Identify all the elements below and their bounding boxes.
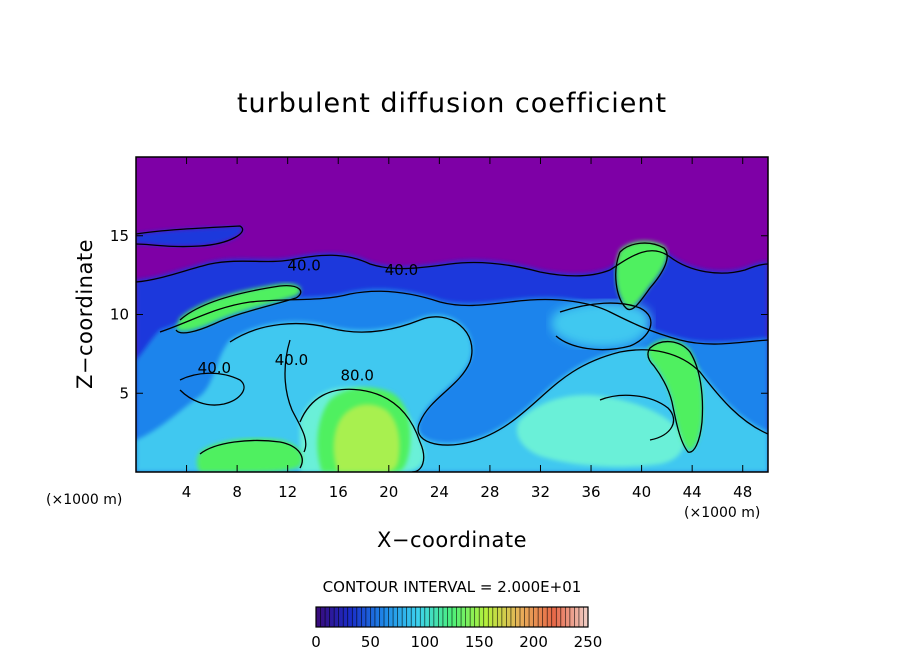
contour-label: 40.0 [385,261,418,279]
x-tick-label: 4 [182,483,192,501]
field-level-3b [551,301,651,348]
contour-line [199,439,303,469]
x-tick-label: 8 [232,483,242,501]
contour-line [647,341,704,453]
x-tick-label: 44 [683,483,702,501]
colorbar: 0 50 100 150 200 250 [311,606,603,651]
contour-label: 80.0 [340,367,373,385]
field-level-5d [615,241,668,308]
contour-line [299,388,425,472]
contour-line [599,394,675,441]
colorbar-tick-label: 150 [465,633,494,651]
contour-line [159,290,768,345]
y-tick-label: 5 [119,384,129,402]
x-axis-label: X−coordinate [377,528,527,552]
y-tick-label: 10 [110,306,129,324]
contour-label: 40.0 [198,359,231,377]
contour-interval: CONTOUR INTERVAL = 2.000E+01 [323,578,582,596]
x-unit-right: (×1000 m) [684,505,760,521]
contour-label: 40.0 [275,351,308,369]
contour-lines [136,225,768,472]
y-axis-label: Z−coordinate [73,239,97,389]
contour-line [179,372,245,406]
plot-area: 80.0 40.0 40.0 40.0 40.0 [136,157,768,472]
x-tick-label: 12 [278,483,297,501]
x-tick-label: 24 [430,483,449,501]
x-tick-label: 32 [531,483,550,501]
x-tick-label: 20 [379,483,398,501]
chart-title: turbulent diffusion coefficient [237,88,667,119]
colorbar-tick-label: 100 [410,633,439,651]
colorbar-tick-label: 250 [574,633,603,651]
x-tick-label: 36 [581,483,600,501]
colorbar-frame [315,606,589,628]
contour-label: 40.0 [287,256,320,274]
x-tick-label: 48 [733,483,752,501]
x-unit-left: (×1000 m) [46,492,122,508]
contour-line [136,225,244,248]
field-layers [136,226,768,472]
colorbar-tick-label: 200 [519,633,548,651]
colorbar-tick-label: 0 [311,633,321,651]
y-tick-label: 15 [110,227,129,245]
field-level-5b [197,438,303,472]
field-level-5e [176,283,301,331]
field-level-6 [333,404,400,472]
x-tick-label: 28 [480,483,499,501]
colorbar-tick-label: 50 [361,633,380,651]
field-level-5c [647,339,703,451]
contour-line [555,302,652,351]
field-level-4b [516,395,684,467]
contour-labels: 80.0 40.0 40.0 40.0 40.0 [198,256,418,384]
contour-line [175,285,302,334]
x-tick-label: 16 [329,483,348,501]
contour-line [615,242,668,311]
contour-line [284,339,307,453]
contour-line [136,250,768,283]
x-tick-label: 40 [632,483,651,501]
contour-line [229,316,768,446]
